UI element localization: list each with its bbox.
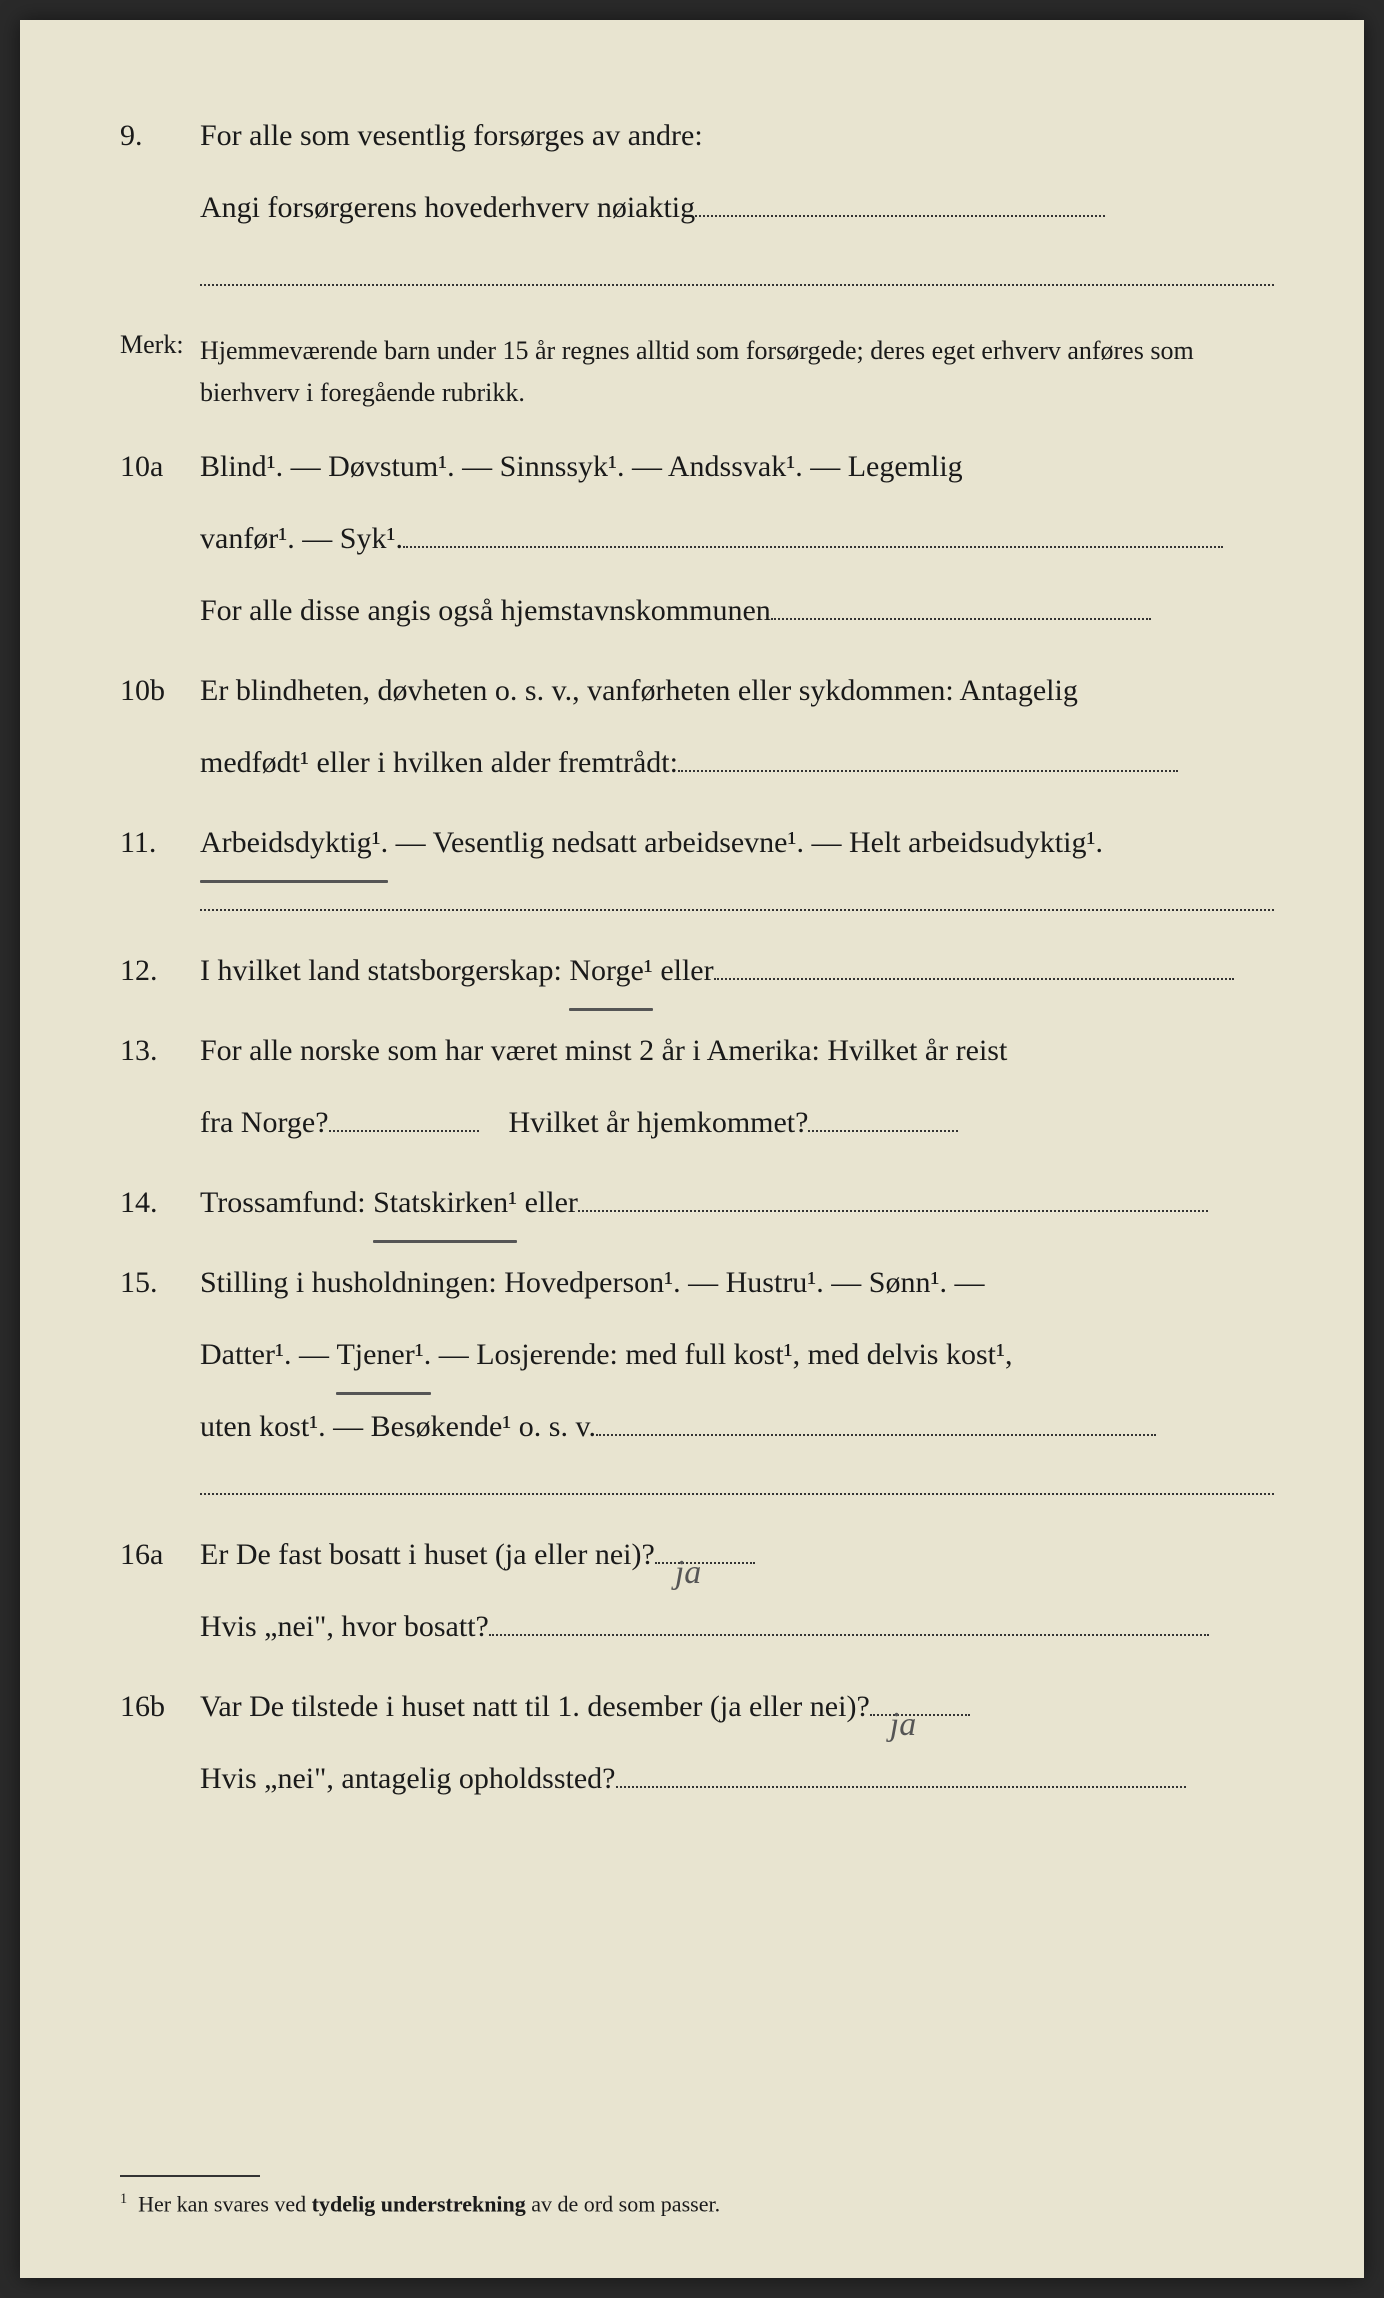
q10a-content: Blind¹. — Døvstum¹. — Sinnssyk¹. — Andss… [200,431,1274,647]
q10a-line2: vanfør¹. — Syk¹. [200,503,1274,575]
q15-line2b: — Losjerende: med full kost¹, med delvis… [431,1338,1012,1371]
footnote: 1 Her kan svares ved tydelig understrekn… [120,2191,1274,2217]
fill-line [329,1130,479,1132]
fill-line [808,1130,958,1132]
fill-line-with-answer: ja [870,1714,970,1716]
q15-line2a: Datter¹. — [200,1338,336,1371]
q13-line2b: Hvilket år hjemkommet? [509,1106,809,1139]
q15-number: 15. [120,1247,200,1463]
q10a-line3-text: For alle disse angis også hjemstavnskomm… [200,594,771,627]
fill-line [578,1210,1208,1212]
q14-text1: Trossamfund: [200,1186,373,1219]
merk-note: Merk: Hjemmeværende barn under 15 år reg… [120,330,1274,413]
q10b-line2: medfødt¹ eller i hvilken alder fremtrådt… [200,727,1274,799]
q15-content: Stilling i husholdningen: Hovedperson¹. … [200,1247,1274,1463]
q10a-line1: Blind¹. — Døvstum¹. — Sinnssyk¹. — Andss… [200,431,1274,503]
q11-rest: — Vesentlig nedsatt arbeidsevne¹. — Helt… [388,826,1103,859]
question-12: 12. I hvilket land statsborgerskap: Norg… [120,935,1274,1007]
q10b-line2-text: medfødt¹ eller i hvilken alder fremtrådt… [200,746,678,779]
question-10a: 10a Blind¹. — Døvstum¹. — Sinnssyk¹. — A… [120,431,1274,647]
q12-text2: eller [653,954,714,987]
q10b-content: Er blindheten, døvheten o. s. v., vanfør… [200,655,1274,799]
fill-line [678,770,1178,772]
question-16a: 16a Er De fast bosatt i huset (ja eller … [120,1519,1274,1663]
question-13: 13. For alle norske som har været minst … [120,1015,1274,1159]
q15-line2: Datter¹. — Tjener¹. — Losjerende: med fu… [200,1319,1274,1391]
q11-underlined-option: Arbeidsdyktig¹. [200,807,388,879]
fill-line [489,1634,1209,1636]
merk-text: Hjemmeværende barn under 15 år regnes al… [200,330,1274,413]
q9-line2-text: Angi forsørgerens hovederhverv nøiaktig [200,191,695,224]
q15-line3: uten kost¹. — Besøkende¹ o. s. v. [200,1391,1274,1463]
q16a-text2: Hvis „nei", hvor bosatt? [200,1610,489,1643]
q12-text1: I hvilket land statsborgerskap: [200,954,569,987]
q14-content: Trossamfund: Statskirken¹ eller [200,1167,1274,1239]
q16b-content: Var De tilstede i huset natt til 1. dese… [200,1671,1274,1815]
q13-line1: For alle norske som har været minst 2 år… [200,1015,1274,1087]
q16a-content: Er De fast bosatt i huset (ja eller nei)… [200,1519,1274,1663]
question-16b: 16b Var De tilstede i huset natt til 1. … [120,1671,1274,1815]
question-14: 14. Trossamfund: Statskirken¹ eller [120,1167,1274,1239]
q10a-line2-text: vanfør¹. — Syk¹. [200,522,403,555]
q9-line2: Angi forsørgerens hovederhverv nøiaktig [200,172,1274,244]
q12-content: I hvilket land statsborgerskap: Norge¹ e… [200,935,1274,1007]
q16a-line2: Hvis „nei", hvor bosatt? [200,1591,1274,1663]
fill-line [596,1434,1156,1436]
handwritten-answer: ja [890,1684,916,1766]
q13-content: For alle norske som har været minst 2 år… [200,1015,1274,1159]
q13-line2: fra Norge? Hvilket år hjemkommet? [200,1087,1274,1159]
q16a-line1: Er De fast bosatt i huset (ja eller nei)… [200,1519,1274,1591]
q14-underlined-option: Statskirken¹ [373,1167,517,1239]
q9-line1: For alle som vesentlig forsørges av andr… [200,100,1274,172]
q14-number: 14. [120,1167,200,1239]
q13-number: 13. [120,1015,200,1159]
q9-number: 9. [120,100,200,310]
handwritten-answer: ja [675,1532,701,1614]
q15-line3-text: uten kost¹. — Besøkende¹ o. s. v. [200,1410,596,1443]
q11-number: 11. [120,807,200,879]
census-form-page: 9. For alle som vesentlig forsørges av a… [20,20,1364,2278]
q10a-number: 10a [120,431,200,647]
q16b-number: 16b [120,1671,200,1815]
q16b-text1: Var De tilstede i huset natt til 1. dese… [200,1690,870,1723]
q12-number: 12. [120,935,200,1007]
footnote-text: Her kan svares ved tydelig understreknin… [138,2192,720,2217]
q12-underlined-option: Norge¹ [569,935,652,1007]
footnote-rule [120,2175,260,2177]
q16a-text1: Er De fast bosatt i huset (ja eller nei)… [200,1538,655,1571]
fill-line [695,215,1105,217]
fill-line [714,978,1234,980]
q9-content: For alle som vesentlig forsørges av andr… [200,100,1274,310]
question-11: 11. Arbeidsdyktig¹. — Vesentlig nedsatt … [120,807,1274,879]
q10b-line1: Er blindheten, døvheten o. s. v., vanfør… [200,655,1274,727]
merk-label: Merk: [120,330,200,413]
q10a-line3: For alle disse angis også hjemstavnskomm… [200,575,1274,647]
blank-line [200,284,1274,286]
fill-line [616,1786,1186,1788]
q11-content: Arbeidsdyktig¹. — Vesentlig nedsatt arbe… [200,807,1274,879]
question-15: 15. Stilling i husholdningen: Hovedperso… [120,1247,1274,1463]
question-10b: 10b Er blindheten, døvheten o. s. v., va… [120,655,1274,799]
fill-line [403,546,1223,548]
section-divider [200,1493,1274,1495]
fill-line-with-answer: ja [655,1562,755,1564]
q16b-text2: Hvis „nei", antagelig opholdssted? [200,1762,616,1795]
fill-line [771,618,1151,620]
question-9: 9. For alle som vesentlig forsørges av a… [120,100,1274,310]
q15-underlined-option: Tjener¹. [336,1319,431,1391]
q10b-number: 10b [120,655,200,799]
q16b-line2: Hvis „nei", antagelig opholdssted? [200,1743,1274,1815]
q16a-number: 16a [120,1519,200,1663]
q14-text2: eller [517,1186,578,1219]
section-divider [200,909,1274,911]
q15-line1: Stilling i husholdningen: Hovedperson¹. … [200,1247,1274,1319]
footnote-number: 1 [120,2191,127,2207]
q13-line2a: fra Norge? [200,1106,329,1139]
q16b-line1: Var De tilstede i huset natt til 1. dese… [200,1671,1274,1743]
